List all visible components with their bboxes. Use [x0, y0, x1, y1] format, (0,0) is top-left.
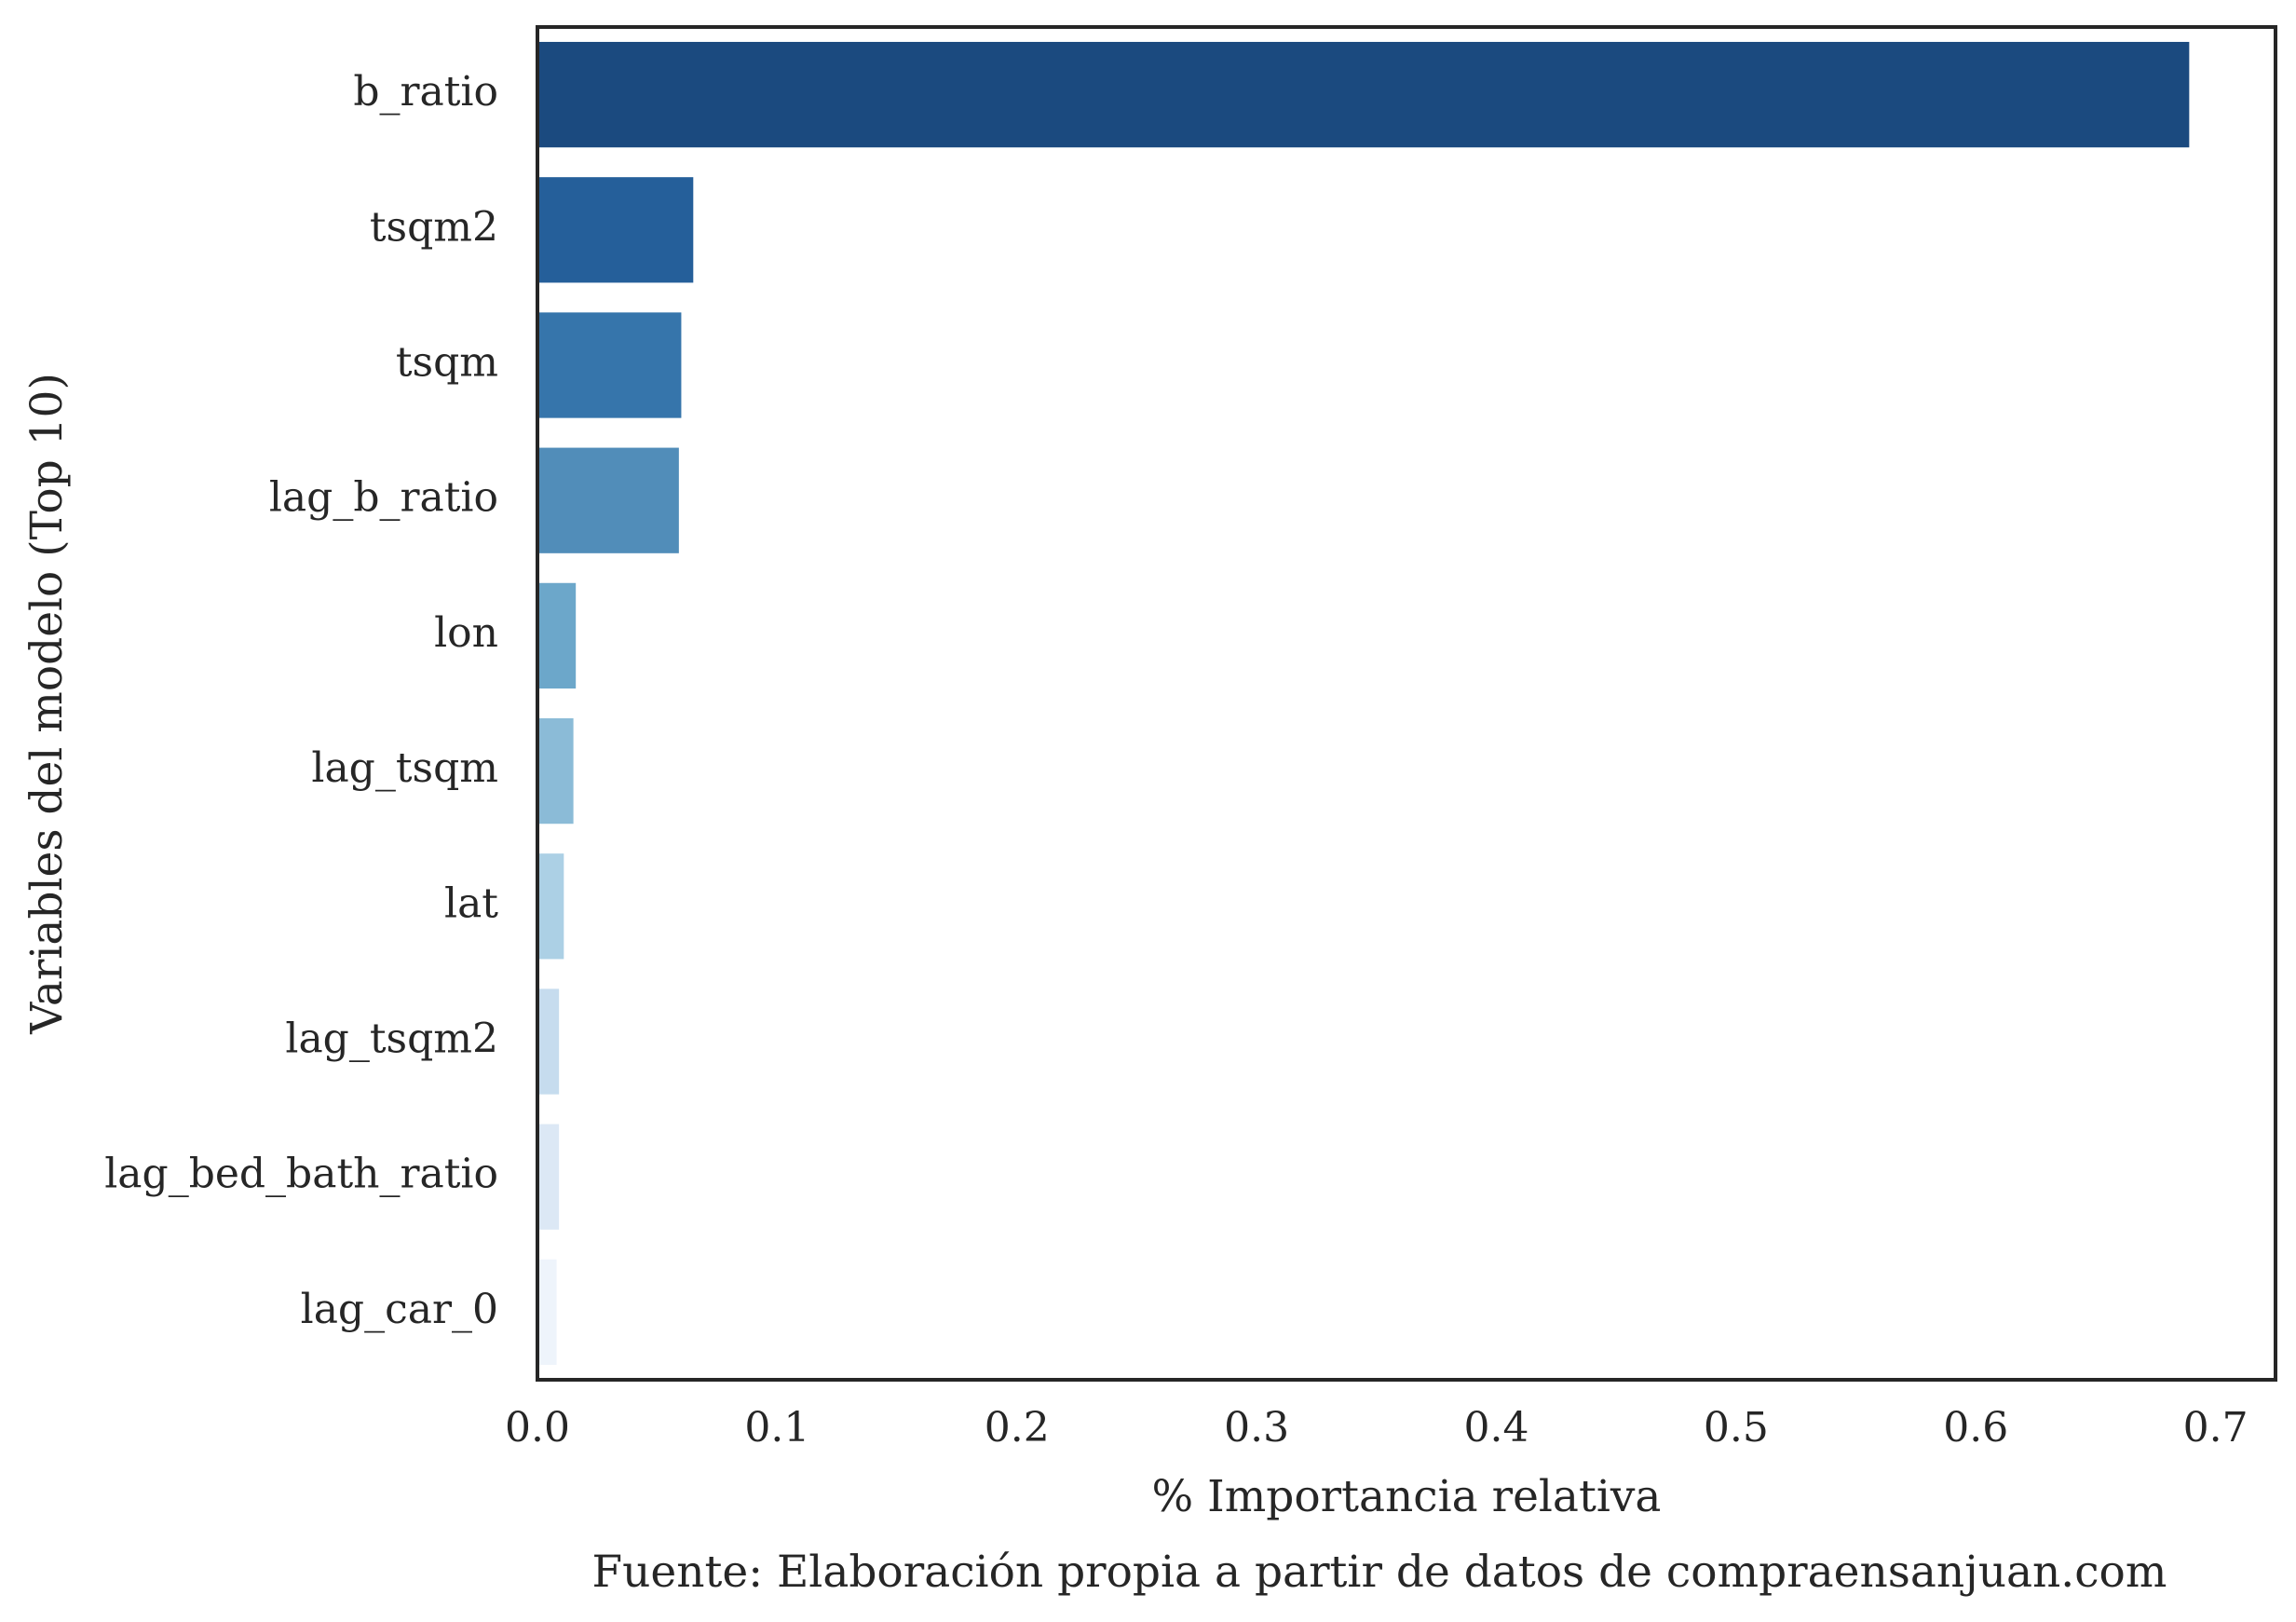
y-tick-label: b_ratio	[353, 68, 498, 116]
x-tick-label: 0.6	[1943, 1404, 2008, 1452]
x-tick-label: 0.5	[1704, 1404, 1769, 1452]
x-tick-label: 0.1	[744, 1404, 809, 1452]
x-tick-label: 0.7	[2183, 1404, 2248, 1452]
y-tick-label: lag_bed_bath_ratio	[104, 1151, 498, 1198]
y-tick-label: lag_tsqm2	[285, 1015, 498, 1063]
y-tick-label: lon	[434, 609, 498, 657]
bar-lag-car-0	[537, 1259, 557, 1366]
y-tick-label: lag_car_0	[301, 1286, 498, 1333]
y-tick-label: lag_tsqm	[311, 744, 498, 792]
x-tick-label: 0.3	[1224, 1404, 1289, 1452]
bar-lag-tsqm2	[537, 988, 560, 1095]
x-axis-title: % Importancia relativa	[1152, 1471, 1662, 1522]
bars-group	[537, 41, 2190, 1366]
y-axis-title: Variables del modelo (Top 10)	[21, 373, 73, 1035]
y-tick-label: tsqm	[396, 339, 498, 387]
plot-frame	[536, 25, 2277, 1382]
bar-lon	[537, 582, 577, 689]
bar-b-ratio	[537, 41, 2190, 148]
y-tick-label: lat	[444, 879, 498, 927]
x-tick-labels: 0.0 0.1 0.2 0.3 0.4 0.5 0.6 0.7	[505, 1404, 2248, 1452]
bar-lag-bed-bath-ratio	[537, 1124, 560, 1230]
x-tick-label: 0.2	[985, 1404, 1050, 1452]
bar-lag-b-ratio	[537, 447, 679, 553]
source-caption: Fuente: Elaboración propia a partir de d…	[592, 1547, 2167, 1598]
y-tick-label: tsqm2	[370, 203, 498, 251]
bar-lat	[537, 853, 564, 960]
bar-tsqm	[537, 312, 682, 418]
x-tick-label: 0.0	[505, 1404, 570, 1452]
bar-lag-tsqm	[537, 717, 574, 825]
bar-tsqm2	[537, 177, 694, 283]
x-tick-label: 0.4	[1464, 1404, 1529, 1452]
y-tick-label: lag_b_ratio	[269, 474, 498, 522]
